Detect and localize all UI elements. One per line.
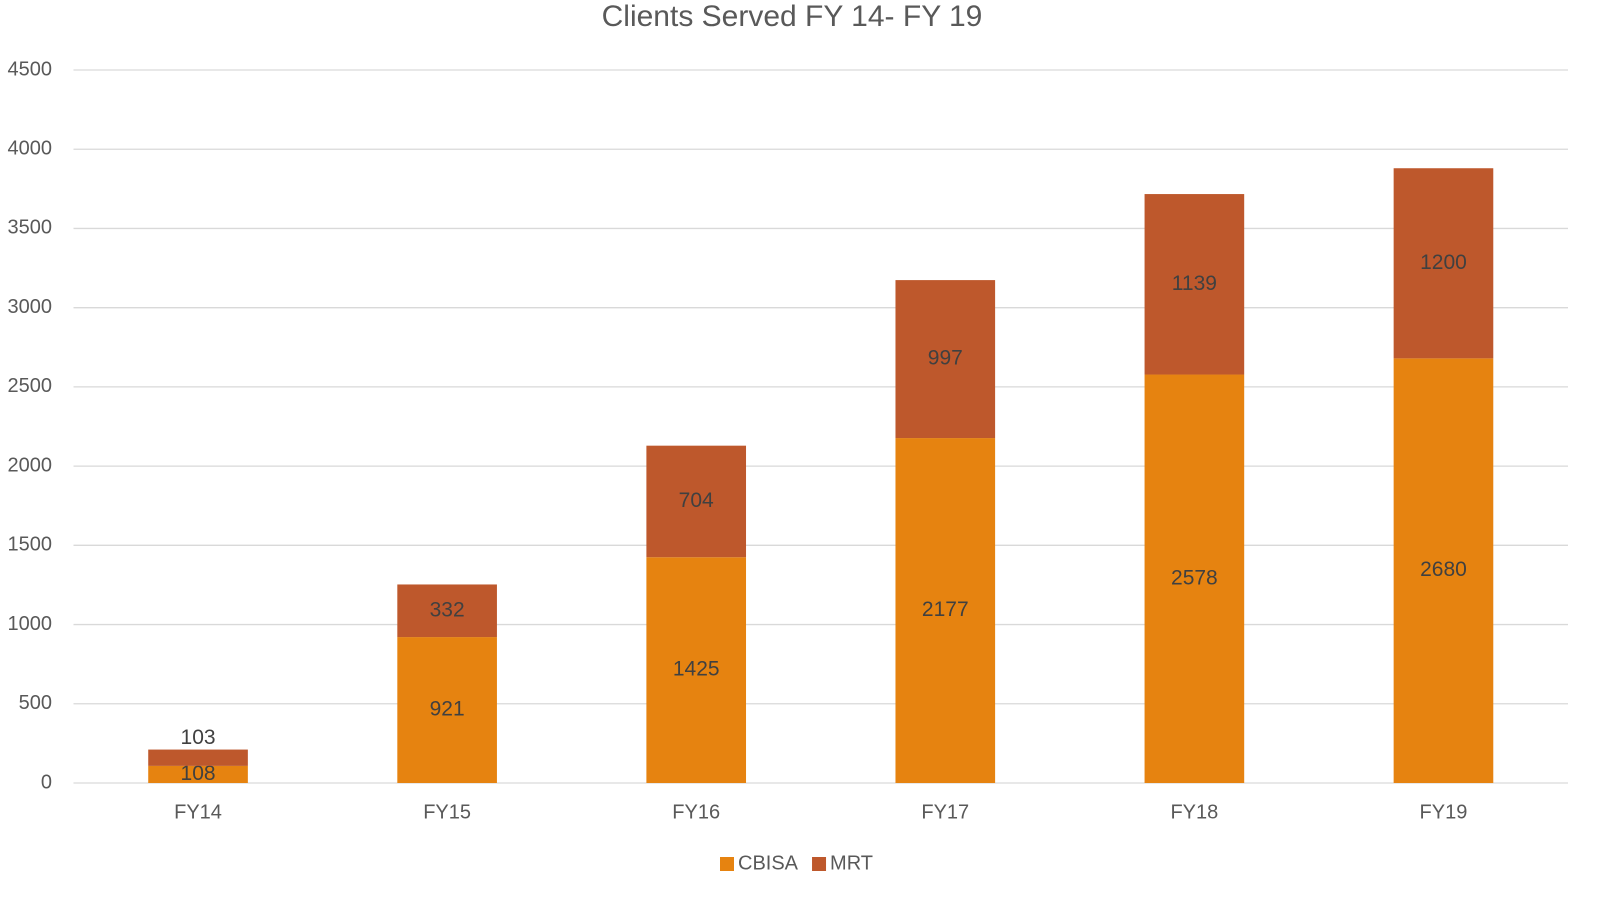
data-label: 2578 bbox=[1171, 566, 1218, 589]
x-tick-label: FY15 bbox=[423, 801, 471, 823]
bar-segment bbox=[1393, 358, 1494, 783]
data-label: 921 bbox=[430, 698, 465, 721]
data-label: 2680 bbox=[1420, 558, 1467, 581]
data-label: 704 bbox=[679, 489, 714, 512]
data-label: 1425 bbox=[673, 658, 720, 681]
y-tick-label: 0 bbox=[41, 771, 52, 793]
bar-segment bbox=[397, 584, 497, 638]
y-tick-label: 3000 bbox=[8, 296, 53, 318]
legend-label: MRT bbox=[830, 852, 873, 874]
bar-segment bbox=[1393, 168, 1494, 359]
y-tick-label: 2500 bbox=[8, 375, 53, 397]
x-tick-label: FY14 bbox=[174, 801, 222, 823]
legend-swatch bbox=[812, 857, 827, 871]
x-tick-label: FY16 bbox=[672, 801, 720, 823]
bar-segment bbox=[1144, 374, 1245, 783]
bar-segment bbox=[397, 637, 497, 783]
y-tick-label: 2000 bbox=[8, 454, 53, 476]
bar-segment bbox=[895, 438, 996, 783]
x-tick-label: FY18 bbox=[1170, 801, 1218, 823]
x-tick-label: FY19 bbox=[1420, 801, 1468, 823]
data-label: 332 bbox=[430, 598, 465, 621]
y-tick-label: 500 bbox=[19, 692, 52, 714]
bar-segment bbox=[148, 765, 248, 783]
data-label: 997 bbox=[928, 347, 963, 370]
bar-segment bbox=[895, 280, 996, 439]
legend-label: CBISA bbox=[738, 852, 799, 874]
y-tick-label: 1000 bbox=[8, 613, 53, 635]
y-tick-label: 4000 bbox=[8, 138, 53, 160]
data-label: 1200 bbox=[1420, 251, 1467, 274]
x-tick-label: FY17 bbox=[921, 801, 969, 823]
y-tick-label: 4500 bbox=[8, 58, 53, 80]
legend-swatch bbox=[720, 857, 734, 871]
y-tick-label: 1500 bbox=[8, 534, 53, 556]
data-label: 2177 bbox=[922, 598, 969, 621]
bar-segment bbox=[148, 749, 248, 766]
data-label: 108 bbox=[181, 762, 216, 785]
data-label: 103 bbox=[181, 726, 216, 749]
bar-segment bbox=[1144, 194, 1245, 375]
chart-title: Clients Served FY 14- FY 19 bbox=[602, 0, 983, 33]
y-tick-label: 3500 bbox=[8, 217, 53, 239]
bar-segment bbox=[646, 445, 747, 558]
data-label: 1139 bbox=[1172, 272, 1217, 295]
bar-segment bbox=[646, 557, 747, 783]
